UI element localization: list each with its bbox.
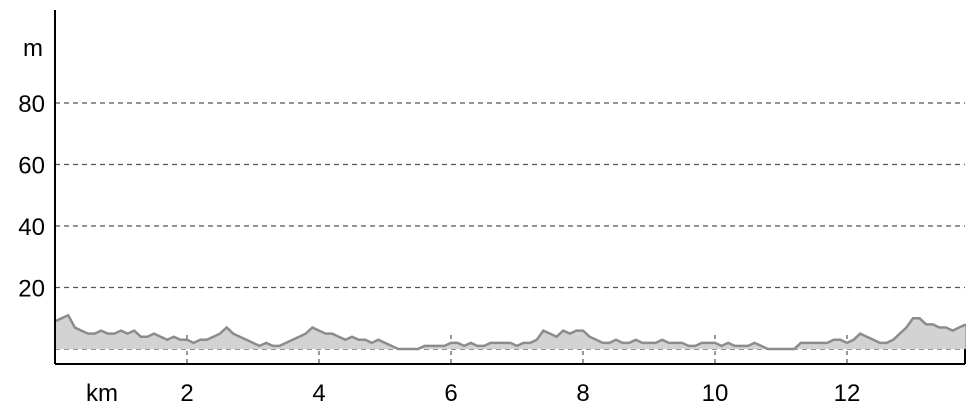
x-tick-label-2: 2	[180, 380, 193, 406]
x-tick-label-12: 12	[834, 380, 861, 406]
axes	[54, 10, 965, 365]
y-tick-label-60: 60	[18, 153, 45, 180]
y-tick-label-80: 80	[18, 91, 45, 118]
x-tick-label-4: 4	[312, 380, 325, 406]
x-tick-label-10: 10	[702, 380, 729, 406]
grid-lines	[55, 102, 966, 364]
elevation-line	[54, 313, 967, 351]
y-tick-label-20: 20	[18, 276, 45, 303]
tick-labels: m km 2 4 6 8 10 12 20 40 60 80	[18, 35, 860, 406]
elevation-fill	[55, 315, 966, 349]
y-tick-label-40: 40	[18, 214, 45, 241]
x-tick-label-6: 6	[444, 380, 457, 406]
y-axis-unit-label: m	[23, 35, 43, 62]
x-tick-label-8: 8	[576, 380, 589, 406]
x-axis-unit-label: km	[86, 380, 118, 406]
elevation-area	[54, 313, 967, 351]
